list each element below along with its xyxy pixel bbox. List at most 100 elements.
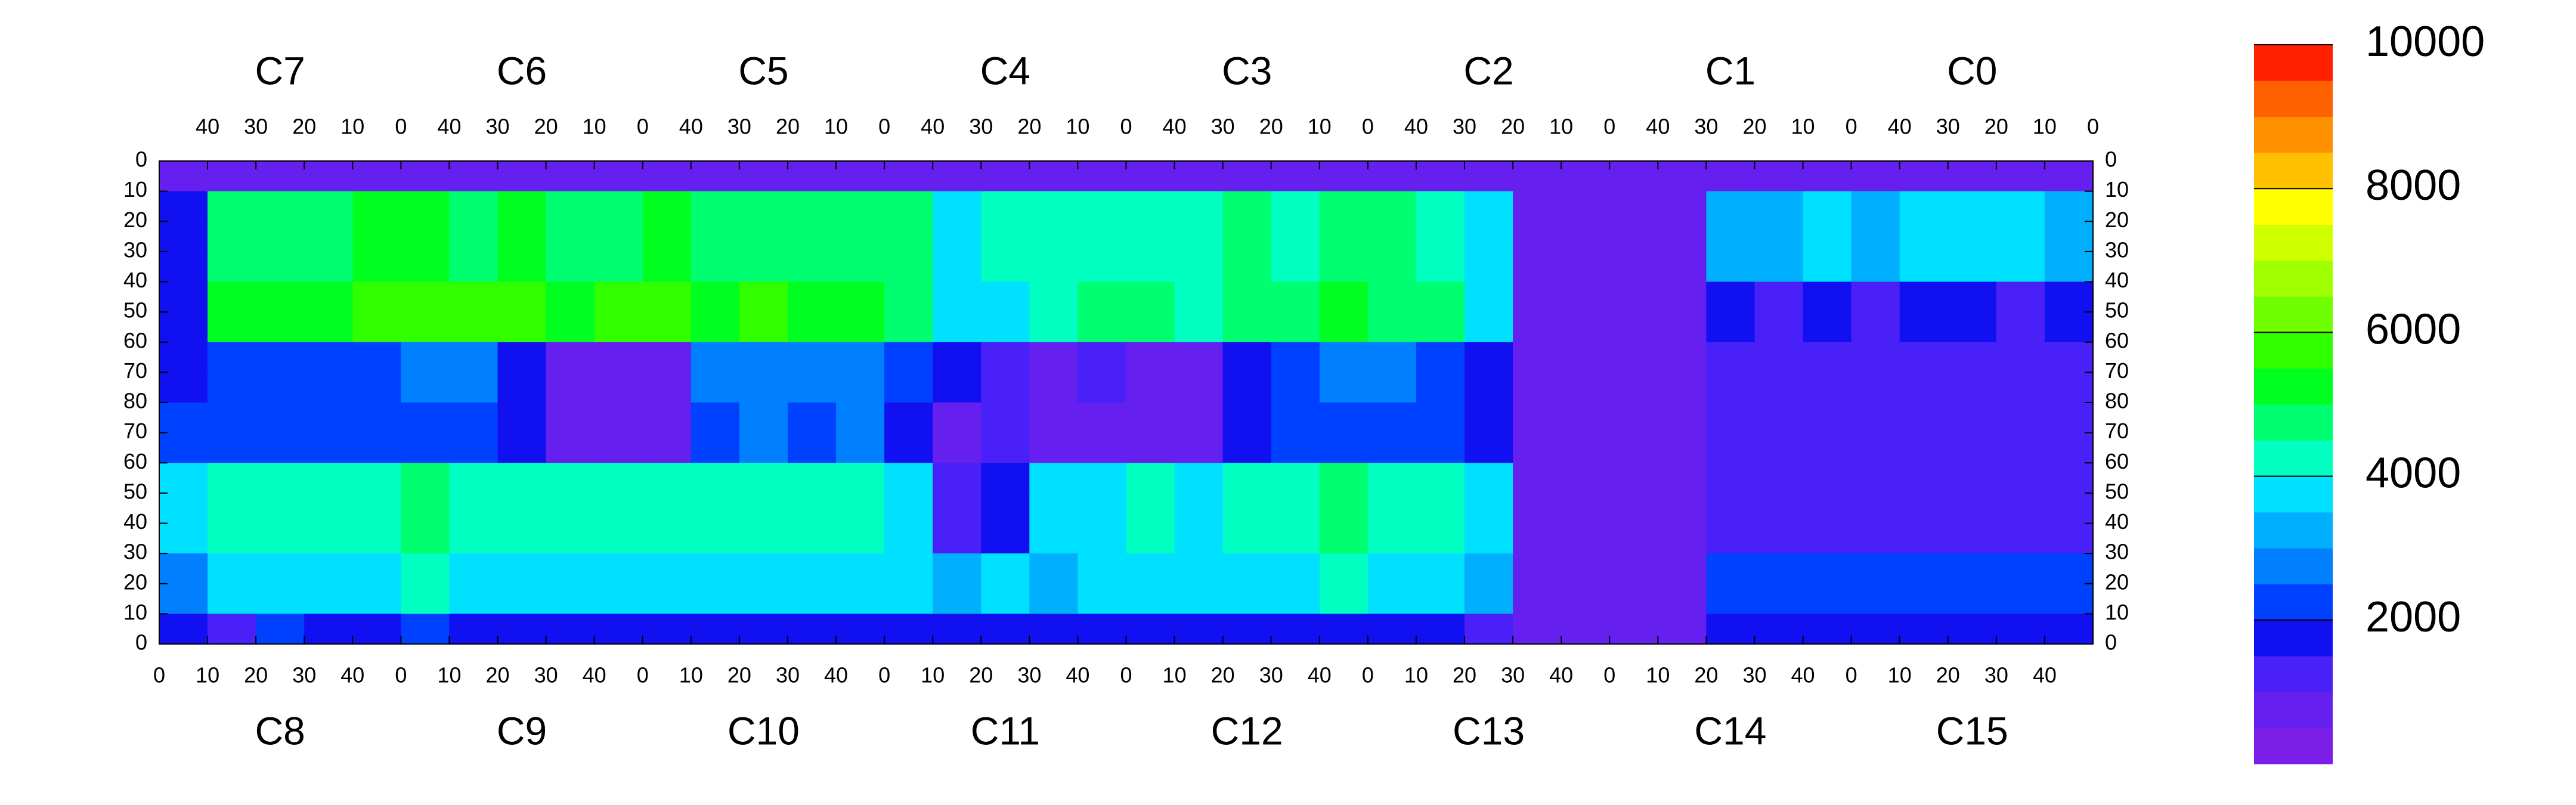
colorbar-bin: [2254, 584, 2333, 621]
heat-cell: [304, 281, 353, 312]
heat-cell: [1561, 583, 1610, 614]
x-tick-label: 0: [153, 663, 165, 688]
y-tick-label: 70: [2105, 419, 2129, 443]
heat-cell: [1465, 312, 1513, 343]
heat-cell: [1029, 372, 1078, 403]
heat-cell: [1513, 614, 1562, 645]
heat-cell: [1078, 463, 1126, 494]
heat-cell: [933, 432, 982, 463]
heat-cell: [787, 372, 837, 403]
heat-cell: [256, 402, 305, 434]
heat-cell: [1803, 463, 1852, 494]
colorbar-label: 10000: [2366, 18, 2485, 66]
heat-cell: [401, 583, 450, 614]
heat-cell: [1513, 402, 1562, 434]
heat-cell: [642, 523, 692, 554]
heat-cell: [739, 553, 788, 584]
x-tick-label: 20: [1211, 663, 1235, 688]
heat-cell: [208, 312, 256, 343]
heat-cell: [933, 342, 982, 373]
heat-cell: [401, 523, 450, 554]
heat-cell: [642, 432, 692, 463]
heat-cell: [1996, 161, 2045, 192]
x-tick-label: 30: [1453, 114, 1476, 139]
heat-cell: [1465, 161, 1513, 192]
heat-cell: [1658, 221, 1707, 252]
heat-cell: [642, 372, 692, 403]
heat-cell: [2044, 342, 2094, 373]
x-tick-label: 0: [1362, 663, 1374, 688]
heat-cell: [497, 191, 547, 222]
heat-cell: [691, 312, 740, 343]
heat-cell: [401, 372, 450, 403]
heat-cell: [1561, 251, 1610, 282]
heat-cell: [1996, 553, 2045, 584]
heat-cell: [352, 523, 401, 554]
heat-cell: [1948, 432, 1997, 463]
heat-cell: [594, 432, 643, 463]
heat-cell: [1899, 342, 1949, 373]
heat-cell: [1271, 372, 1320, 403]
heat-cell: [1174, 402, 1224, 434]
chip-label: C11: [971, 708, 1040, 753]
heat-cell: [401, 312, 450, 343]
heat-cell: [1996, 402, 2045, 434]
heat-cell: [739, 432, 788, 463]
heat-cell: [1658, 312, 1707, 343]
heat-cell: [208, 523, 256, 554]
heat-cell: [884, 161, 933, 192]
heat-cell: [1754, 553, 1804, 584]
heat-cell: [1271, 553, 1320, 584]
x-tick-label: 20: [1017, 114, 1041, 139]
heat-cell: [449, 553, 499, 584]
heat-cell: [1754, 463, 1804, 494]
heat-cell: [981, 312, 1030, 343]
heat-cell: [1029, 553, 1078, 584]
heat-cell: [884, 463, 933, 494]
y-tick-label: 70: [123, 419, 147, 443]
heat-cell: [787, 251, 837, 282]
heat-cell: [1658, 614, 1707, 645]
heat-cell: [1029, 493, 1078, 524]
heat-cell: [933, 493, 982, 524]
heat-cell: [1029, 402, 1078, 434]
heat-cell: [1561, 221, 1610, 252]
heat-cell: [1126, 463, 1175, 494]
heat-cell: [1803, 523, 1852, 554]
heat-cell: [1078, 432, 1126, 463]
heat-cell: [836, 372, 885, 403]
heat-cell: [1899, 463, 1949, 494]
heat-cell: [836, 221, 885, 252]
heat-cell: [836, 614, 885, 645]
heat-cell: [1271, 463, 1320, 494]
heat-cell: [1271, 221, 1320, 252]
x-tick-label: 0: [878, 663, 890, 688]
heat-cell: [933, 402, 982, 434]
heat-cell: [836, 523, 885, 554]
y-tick-label: 50: [123, 298, 147, 323]
heat-cell: [981, 221, 1030, 252]
heat-cell: [1465, 372, 1513, 403]
heat-cell: [594, 221, 643, 252]
heat-cell: [208, 402, 256, 434]
x-tick-label: 40: [679, 114, 703, 139]
heat-cell: [208, 432, 256, 463]
heat-cell: [256, 342, 305, 373]
heat-cell: [1658, 372, 1707, 403]
heat-cell: [1899, 583, 1949, 614]
heat-cell: [981, 493, 1030, 524]
chip-label: C13: [1453, 708, 1525, 753]
heat-cell: [691, 463, 740, 494]
x-tick-label: 30: [1017, 663, 1041, 688]
heat-cell: [546, 342, 595, 373]
heat-cell: [1609, 372, 1658, 403]
x-tick-label: 10: [340, 114, 364, 139]
heat-cell: [933, 312, 982, 343]
x-tick-label: 0: [1846, 663, 1857, 688]
heat-cell: [1754, 402, 1804, 434]
heat-cell: [1658, 281, 1707, 312]
heat-cell: [1851, 583, 1900, 614]
heat-cell: [1658, 402, 1707, 434]
x-tick-label: 20: [1453, 663, 1476, 688]
heat-cell: [449, 614, 499, 645]
